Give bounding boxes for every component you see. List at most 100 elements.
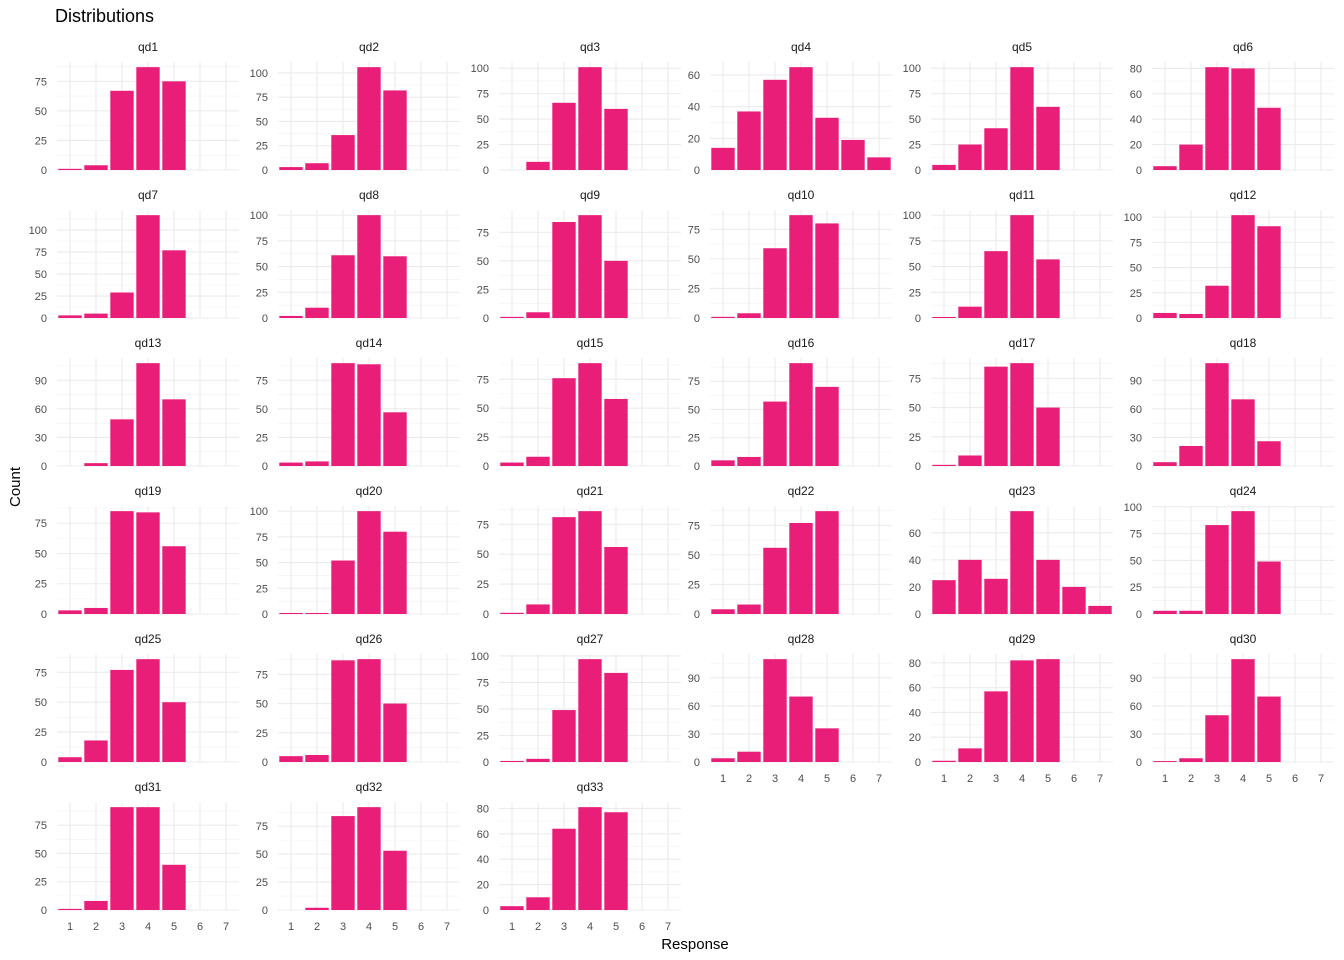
y-tick-label: 40	[477, 854, 489, 866]
bar-qd9-5	[604, 260, 628, 318]
y-tick-label: 50	[256, 558, 268, 570]
x-tick-label: 5	[392, 921, 398, 933]
x-tick-label: 5	[171, 921, 177, 933]
facet-panel-qd22: qd22 0 25 50 75	[688, 484, 892, 621]
facet-title: qd23	[1009, 484, 1036, 498]
facet-title: qd20	[356, 484, 383, 498]
y-tick-label: 75	[35, 518, 47, 530]
facet-title: qd8	[359, 188, 379, 202]
facet-panel-qd16: qd16 0 25 50 75	[688, 336, 892, 473]
bar-qd9-3	[552, 222, 576, 318]
x-tick-label: 7	[1318, 773, 1324, 785]
y-tick-label: 60	[909, 683, 921, 695]
y-tick-label: 25	[35, 579, 47, 591]
y-tick-label: 40	[909, 555, 921, 567]
y-tick-label: 0	[694, 757, 700, 769]
y-tick-label: 75	[256, 375, 268, 387]
y-tick-label: 25	[256, 877, 268, 889]
x-tick-label: 1	[720, 773, 726, 785]
y-tick-label: 0	[262, 905, 268, 917]
facet-title: qd27	[577, 632, 604, 646]
facet-panel-qd25: qd25 0 25 50 75	[35, 632, 239, 769]
x-tick-label: 5	[824, 773, 830, 785]
bar-qd15-1	[500, 462, 524, 466]
bar-qd31-5	[162, 864, 186, 910]
y-tick-label: 0	[1136, 461, 1142, 473]
x-tick-label: 1	[509, 921, 515, 933]
bar-qd12-2	[1179, 313, 1203, 318]
bar-qd18-5	[1257, 441, 1281, 466]
facet-title: qd24	[1230, 484, 1257, 498]
y-tick-label: 75	[35, 667, 47, 679]
y-tick-label: 0	[915, 461, 921, 473]
x-tick-label: 4	[145, 921, 151, 933]
bar-qd22-3	[763, 547, 787, 614]
bar-qd33-5	[604, 812, 628, 910]
bar-qd3-3	[552, 102, 576, 170]
bar-qd26-5	[383, 703, 407, 762]
y-tick-label: 80	[477, 803, 489, 815]
bar-qd1-1	[58, 168, 82, 170]
bar-qd13-3	[110, 419, 134, 466]
y-tick-label: 0	[483, 165, 489, 177]
bar-qd32-4	[357, 807, 381, 910]
facet-title: qd25	[135, 632, 162, 646]
bar-qd3-4	[578, 67, 602, 170]
y-tick-label: 50	[1130, 555, 1142, 567]
y-tick-label: 50	[256, 404, 268, 416]
y-tick-label: 75	[477, 89, 489, 101]
bar-qd29-2	[958, 748, 982, 762]
bar-qd18-3	[1205, 363, 1229, 466]
bar-qd28-4	[789, 696, 813, 762]
bar-qd10-2	[737, 313, 761, 318]
facet-panel-qd32: qd32 0 25 50 75 1 2 3 4 5 6 7	[256, 780, 460, 933]
bar-qd20-2	[305, 612, 329, 614]
bar-qd1-3	[110, 90, 134, 170]
bar-qd11-4	[1010, 215, 1034, 318]
facet-title: qd4	[791, 40, 811, 54]
bar-qd29-4	[1010, 660, 1034, 762]
bar-qd28-5	[815, 728, 839, 762]
bar-qd23-5	[1036, 559, 1060, 614]
x-tick-label: 5	[613, 921, 619, 933]
bar-qd20-5	[383, 531, 407, 614]
bar-qd30-4	[1231, 659, 1255, 762]
bar-qd24-4	[1231, 511, 1255, 614]
bar-qd8-2	[305, 307, 329, 318]
bar-qd13-2	[84, 463, 108, 466]
facet-title: qd7	[138, 188, 158, 202]
y-tick-label: 50	[1130, 263, 1142, 275]
y-tick-label: 100	[250, 506, 268, 518]
y-tick-label: 20	[909, 732, 921, 744]
bar-qd27-2	[526, 758, 550, 762]
facet-panel-qd27: qd27 0 25 50 75 100	[471, 632, 681, 769]
bar-qd30-2	[1179, 758, 1203, 762]
x-tick-label: 6	[850, 773, 856, 785]
bar-qd22-4	[789, 522, 813, 614]
bar-qd20-1	[279, 612, 303, 614]
bar-qd12-3	[1205, 285, 1229, 318]
bar-qd18-4	[1231, 399, 1255, 466]
bar-qd4-3	[763, 79, 787, 170]
bar-qd31-2	[84, 900, 108, 910]
bar-qd1-5	[162, 81, 186, 170]
facet-panel-qd5: qd5 0 25 50 75 100	[903, 40, 1113, 177]
bar-qd3-5	[604, 108, 628, 170]
bar-qd16-2	[737, 456, 761, 466]
facet-title: qd29	[1009, 632, 1036, 646]
bar-qd8-1	[279, 315, 303, 318]
y-tick-label: 60	[909, 528, 921, 540]
x-tick-label: 4	[1240, 773, 1246, 785]
bar-qd32-3	[331, 816, 355, 910]
x-tick-label: 1	[1162, 773, 1168, 785]
bar-qd15-3	[552, 378, 576, 466]
bar-qd14-2	[305, 461, 329, 466]
y-tick-label: 50	[477, 549, 489, 561]
y-tick-label: 75	[256, 92, 268, 104]
bar-qd30-3	[1205, 715, 1229, 762]
y-tick-label: 50	[909, 403, 921, 415]
y-tick-label: 25	[477, 284, 489, 296]
bar-qd30-5	[1257, 696, 1281, 762]
bar-qd22-1	[711, 609, 735, 614]
